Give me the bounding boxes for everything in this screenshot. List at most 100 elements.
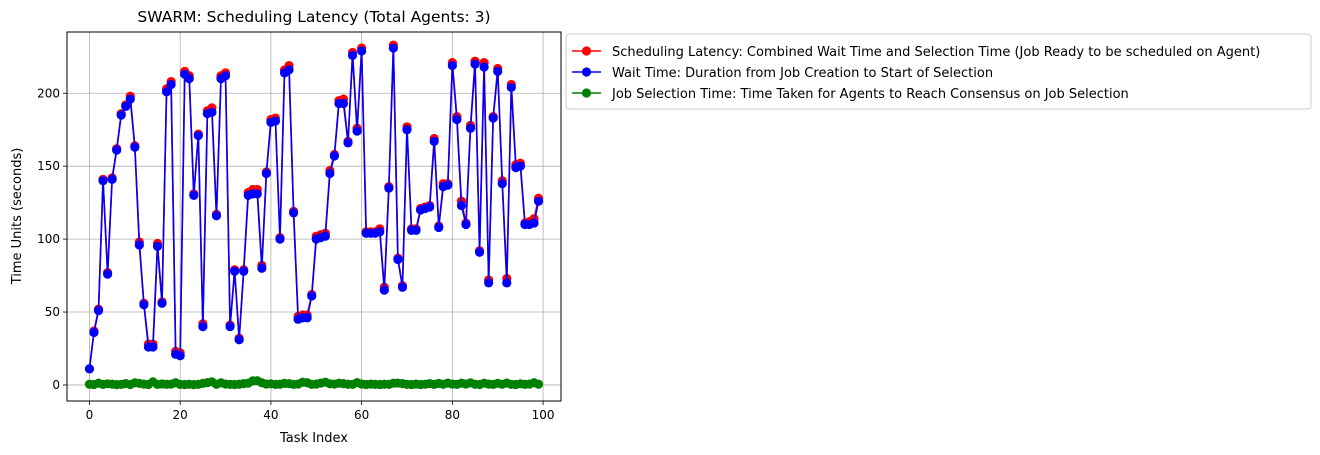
data-point [157,298,167,308]
x-tick-label: 40 [263,408,278,422]
data-point [456,200,467,211]
y-tick-label: 0 [52,378,60,392]
data-point [257,263,267,273]
data-point [447,60,457,71]
data-point [347,50,358,60]
data-point [284,65,294,75]
y-tick-label: 200 [37,86,60,100]
x-axis-ticks: 0 20 40 60 80 100 [86,401,555,422]
plot-area [66,31,562,402]
data-point [98,176,108,186]
data-point [134,240,144,250]
data-point [497,179,507,189]
data-point [384,183,394,193]
data-point [320,231,330,241]
data-point [465,123,476,133]
data-point [379,285,389,295]
data-point [393,254,403,265]
x-axis-label: Task Index [279,431,348,446]
chart-title: SWARM: Scheduling Latency (Total Agents:… [137,8,490,26]
data-point [434,222,444,233]
data-point [220,71,231,81]
data-point [211,211,222,221]
data-point [270,116,281,126]
data-point [161,87,172,97]
data-point [443,180,453,190]
data-point [461,219,471,230]
legend-marker [581,67,592,77]
y-tick-label: 50 [45,305,60,319]
data-point [230,266,240,276]
data-point [493,66,503,76]
data-point [302,313,312,323]
x-tick-label: 60 [354,408,369,422]
data-point [275,234,285,244]
data-point [89,327,99,338]
x-tick-label: 0 [86,408,94,422]
data-point [193,130,203,141]
legend-label: Scheduling Latency: Combined Wait Time a… [612,45,1260,60]
legend-entry: Job Selection Time: Time Taken for Agent… [572,87,1129,102]
data-point [112,145,122,155]
grid [67,32,561,401]
data-point [148,342,158,352]
data-point [198,322,208,332]
y-axis-label: Time Units (seconds) [10,148,25,286]
data-point [343,138,353,148]
data-point [184,74,194,84]
data-point [207,107,217,117]
legend-label: Wait Time: Duration from Job Creation to… [612,66,993,81]
series-2 [84,43,544,374]
data-point [107,174,117,184]
x-tick-label: 100 [532,408,555,422]
legend-entry: Scheduling Latency: Combined Wait Time a… [572,45,1260,60]
legend-label: Job Selection Time: Time Taken for Agent… [611,87,1129,102]
data-point [357,46,367,56]
series-layer [84,40,544,390]
data-point [189,190,199,200]
data-point [139,300,149,310]
data-point [533,379,544,389]
legend-marker [581,46,592,56]
data-point [234,335,244,345]
data-point [130,142,140,152]
data-point [252,189,262,199]
data-point [329,151,340,161]
legend-marker [581,88,592,98]
data-point [502,278,512,288]
series-line [88,47,540,370]
data-point [166,79,176,90]
data-point [152,241,163,251]
data-point [175,351,185,361]
data-point [388,43,398,53]
data-point [411,225,421,235]
data-point [103,269,113,279]
plot-frame [66,31,562,402]
data-point [121,101,131,111]
data-point [325,168,335,179]
x-tick-label: 80 [445,408,460,422]
y-axis-ticks: 0 50 100 150 200 [37,86,67,392]
data-point [225,322,235,332]
data-point [470,59,480,69]
data-point [93,305,104,316]
data-point [479,62,489,72]
data-point [116,110,126,120]
data-point [261,168,271,179]
legend-entry: Wait Time: Duration from Job Creation to… [572,66,993,81]
y-tick-label: 150 [37,159,60,173]
data-point [529,218,539,228]
data-point [515,161,526,171]
data-point [288,208,299,218]
data-point [452,114,462,125]
data-point [125,94,135,104]
data-point [307,291,317,301]
legend-frame [565,33,1312,110]
data-point [402,125,412,135]
data-point [474,247,485,257]
series-3 [84,376,544,390]
data-point [352,126,362,136]
legend: Scheduling Latency: Combined Wait Time a… [565,33,1312,110]
data-point [488,113,498,123]
